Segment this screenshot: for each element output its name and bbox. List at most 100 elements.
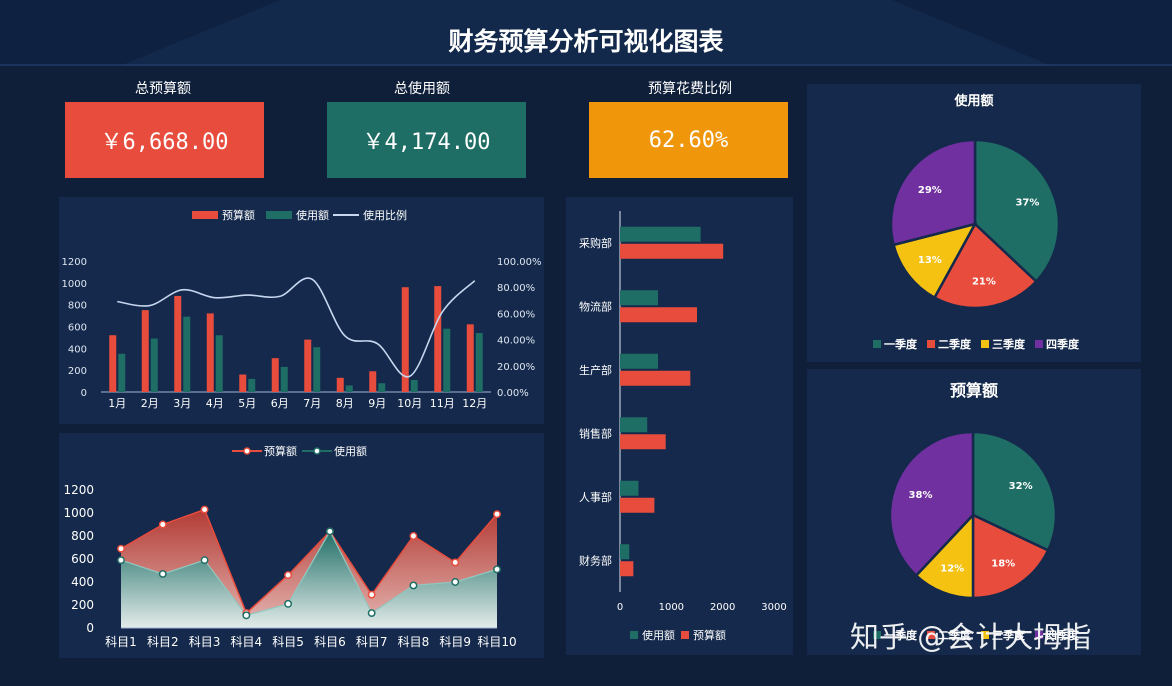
- bar-used-6: [280, 366, 288, 392]
- x-tick-label: 0: [617, 602, 623, 613]
- y-tick-label: 生产部: [579, 363, 612, 377]
- legend-swatch-2: [927, 340, 935, 348]
- subject-legend: 预算额 使用额: [232, 444, 367, 458]
- department-legend: 使用额 预算额: [630, 628, 726, 642]
- pie-value-label-1: 37%: [1015, 197, 1039, 208]
- point-budget-8: [409, 532, 418, 540]
- subject-area-chart: 预算额 使用额 0 200 400 600 800 1000 1200 科目1 科目2 科目3 科目4 科…: [63, 444, 516, 649]
- y-tick-label: 采购部: [579, 236, 612, 250]
- y-tick-label: 800: [68, 301, 87, 312]
- legend-swatch-3: [981, 631, 989, 639]
- bar-used-10: [410, 379, 418, 392]
- bar-budget-1: [620, 243, 724, 259]
- bar-used-6: [620, 544, 630, 560]
- bar-budget-4: [206, 313, 214, 392]
- point-budget-5: [284, 571, 293, 580]
- x-tick-label: 科目1: [105, 635, 137, 649]
- point-used-4: [242, 611, 251, 620]
- bar-budget-8: [336, 377, 344, 392]
- kpi-total-budget-label: 总预算额: [135, 81, 191, 97]
- bar-budget-2: [620, 307, 697, 323]
- point-used-5: [284, 599, 293, 608]
- legend-swatch-used: [630, 631, 638, 639]
- monthly-chart-panel: 预算额 使用额 使用比例 0 200 400 600 800 1000 1200 0.00% 20.0…: [59, 197, 544, 424]
- pie-value-label-3: 12%: [940, 563, 964, 574]
- y-tick-label: 400: [68, 344, 87, 355]
- bar-used-3: [620, 353, 658, 369]
- pie-value-label-3: 13%: [918, 255, 942, 266]
- bar-budget-9: [369, 371, 377, 392]
- bar-used-11: [443, 328, 451, 392]
- bar-budget-2: [141, 310, 149, 392]
- y-tick-label: 200: [68, 366, 87, 377]
- x-tick-label: 9月: [368, 397, 386, 410]
- legend-label-ratio: 使用比例: [363, 208, 407, 222]
- y-tick-label: 800: [71, 529, 94, 543]
- legend-label-budget: 预算额: [264, 444, 297, 458]
- pie-value-label-1: 32%: [1009, 481, 1033, 492]
- line-budget: [120, 508, 498, 615]
- point-budget-9: [451, 558, 460, 567]
- x-tick-label: 科目4: [231, 635, 263, 649]
- x-tick-label: 1000: [659, 602, 684, 613]
- legend-label-budget: 预算额: [693, 628, 726, 642]
- legend-marker-used: [313, 447, 321, 455]
- pie-slice-1: [973, 138, 1061, 284]
- legend-label-2: 二季度: [938, 628, 972, 642]
- line-used: [120, 530, 498, 617]
- y-tick-label: 1000: [63, 506, 94, 520]
- bar-used-5: [248, 378, 256, 392]
- legend-label-4: 四季度: [1046, 628, 1080, 642]
- legend-swatch-budget: [192, 211, 218, 219]
- bar-used-3: [183, 316, 191, 392]
- bar-used-2: [620, 290, 658, 306]
- y-tick-label: 600: [68, 323, 87, 334]
- department-chart-panel: 采购部 物流部 生产部 销售部 人事部 财务部 0 1000 2000 3000 使用额 预算额: [566, 197, 793, 655]
- kpi-total-used-label: 总使用额: [394, 81, 450, 97]
- bar-used-4: [215, 335, 223, 392]
- bar-used-1: [118, 353, 126, 392]
- bar-budget-1: [109, 335, 117, 392]
- x-tick-label: 5月: [238, 397, 256, 410]
- kpi-total-budget-value: ￥6,668.00: [65, 102, 264, 178]
- bar-budget-3: [174, 295, 182, 392]
- pie-legend: 一季度 二季度 三季度 四季度: [873, 337, 1080, 351]
- point-budget-10: [493, 510, 501, 519]
- x-tick-label: 2月: [141, 397, 159, 410]
- bar-used-7: [313, 347, 321, 392]
- header-banner: [0, 0, 1172, 66]
- point-used-8: [409, 581, 418, 590]
- y-tick-label: 600: [71, 552, 94, 566]
- pie-value-label-4: 38%: [909, 490, 933, 501]
- legend-swatch-budget: [681, 631, 689, 639]
- bar-budget-11: [434, 286, 442, 392]
- y-tick-label: 400: [71, 575, 94, 589]
- point-used-6: [325, 527, 334, 536]
- legend-label-used: 使用额: [642, 629, 675, 642]
- pie-budget-panel: 预算额 32% 18% 12% 38% 一季度 二季度 三季度 四季度: [807, 369, 1141, 655]
- y-tick-label: 0: [81, 388, 87, 399]
- legend-swatch-4: [1035, 340, 1043, 348]
- x-tick-label: 2000: [710, 602, 735, 613]
- pie-budget-chart: 预算额 32% 18% 12% 38% 一季度 二季度 三季度 四季度: [873, 381, 1080, 642]
- x-tick-label: 10月: [397, 397, 422, 410]
- pie-slice-2: [971, 513, 1050, 600]
- x-tick-label: 科目10: [477, 635, 516, 649]
- y2-tick-label: 60.00%: [497, 309, 535, 320]
- x-tick-label: 11月: [430, 397, 455, 410]
- x-tick-label: 12月: [462, 397, 487, 410]
- point-used-3: [200, 556, 209, 565]
- bar-used-4: [620, 417, 648, 433]
- page-title: 财务预算分析可视化图表: [448, 27, 724, 56]
- legend-label-used: 使用额: [296, 209, 329, 222]
- y-tick-label: 1200: [62, 257, 87, 268]
- y-tick-label: 200: [71, 598, 94, 612]
- bar-budget-3: [620, 370, 691, 386]
- pie-slice-4: [889, 138, 977, 247]
- point-budget-1: [117, 544, 125, 553]
- legend-label-budget: 预算额: [222, 208, 255, 222]
- pie-used-panel: 使用额 37% 21% 13% 29% 一季度 二季度 三季度 四季度: [807, 84, 1141, 362]
- point-budget-3: [200, 505, 209, 514]
- pie-title: 使用额: [953, 93, 993, 109]
